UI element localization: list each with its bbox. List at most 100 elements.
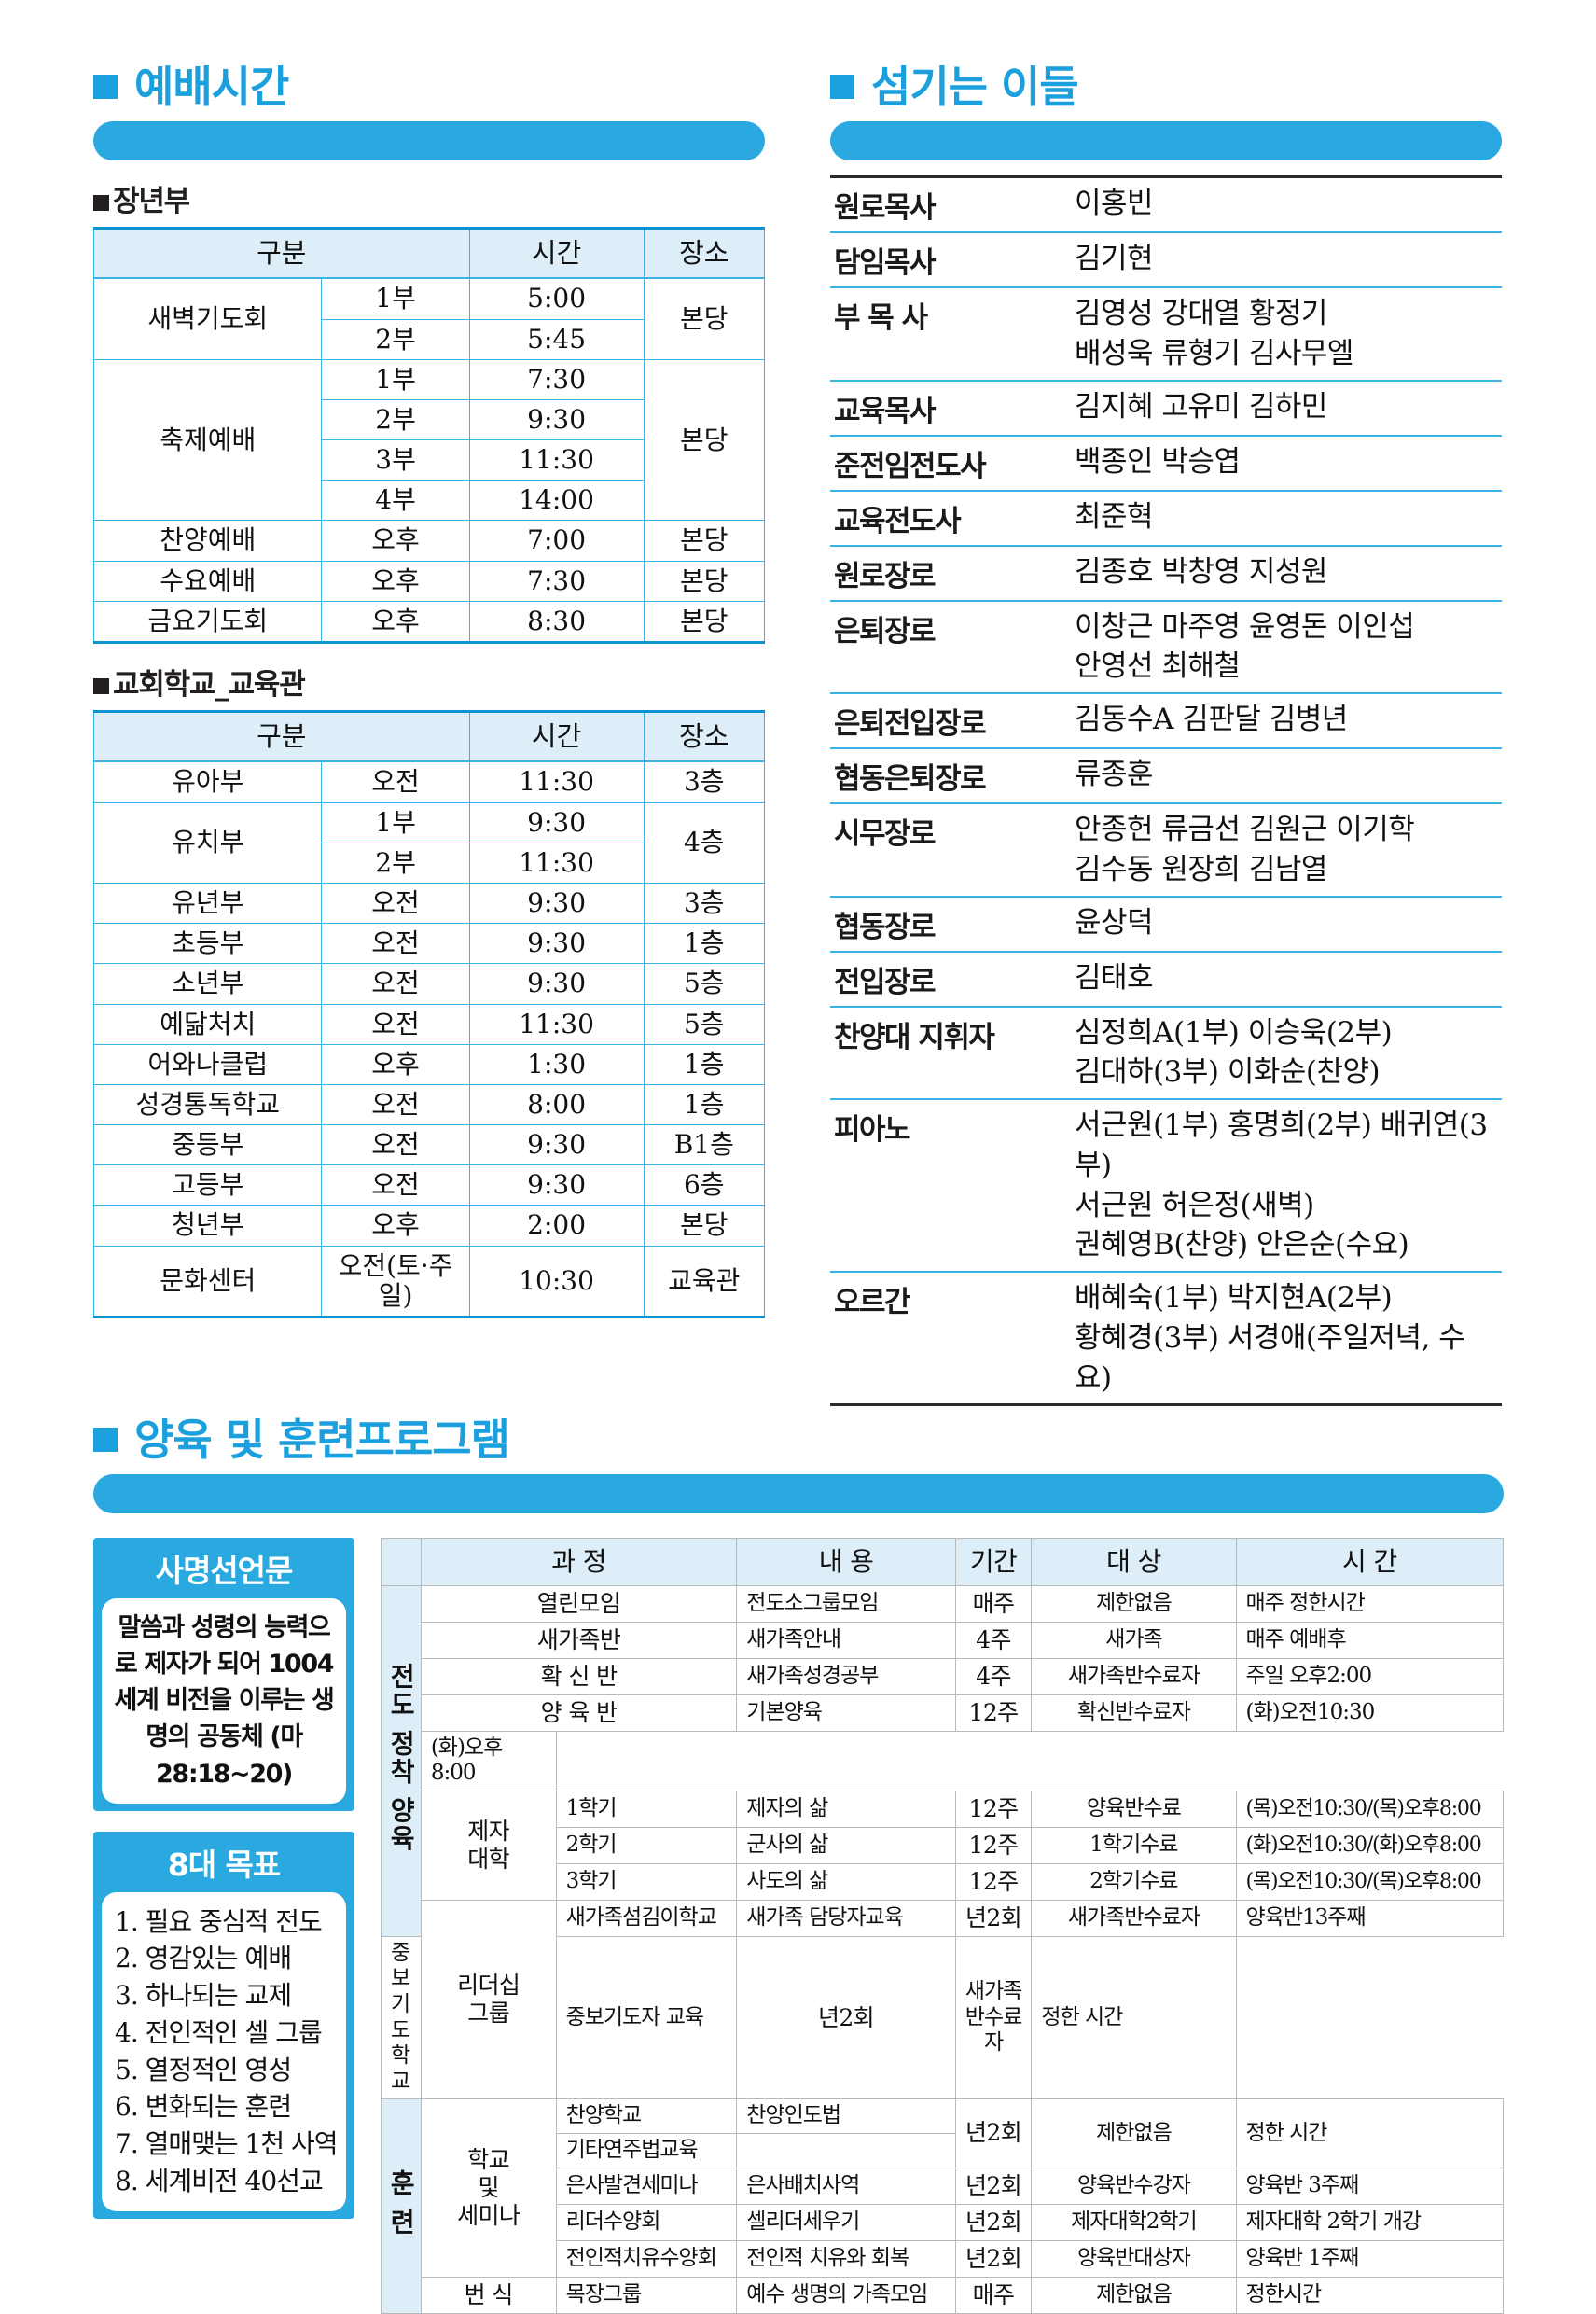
program-subcourse: 찬양학교 (555, 2098, 738, 2134)
program-time: 양육반13주째 (1235, 1899, 1505, 1937)
schedule-part: 오후 (321, 560, 470, 602)
staff-name-line: 배성욱 류형기 김사무엘 (1075, 336, 1353, 370)
schedule-part: 4부 (321, 480, 470, 522)
program-course: 확 신 반 (420, 1657, 738, 1695)
column-header-course: 과 정 (420, 1538, 738, 1586)
staff-row: 은퇴전입장로 김동수A 김판달 김병년 (830, 693, 1502, 750)
schedule-time: 11:30 (468, 760, 645, 803)
program-period: 매주 (954, 2276, 1033, 2314)
staff-role: 피아노 (830, 1099, 1071, 1274)
schedule-place: 3층 (643, 882, 766, 925)
staff-name-line: 윤상덕 (1075, 905, 1154, 940)
staff-role: 시무장로 (830, 803, 1071, 898)
program-content: 제자의 삶 (736, 1790, 956, 1828)
goal-item: 2. 영감있는 예배 (115, 1943, 292, 1974)
program-time: 매주 예배후 (1235, 1621, 1505, 1659)
school-subheading: 교회학교_교육관 (93, 661, 765, 703)
program-time: 정한시간 (1235, 2276, 1505, 2314)
schedule-time: 9:30 (468, 882, 645, 925)
schedule-name: 새벽기도회 (92, 277, 323, 360)
column-header-category: 구분 (93, 710, 470, 763)
staff-name-line: 김대하(3부) 이화순(찬양) (1075, 1055, 1381, 1090)
schedule-place: 본당 (643, 520, 766, 562)
program-accent-bar (93, 1474, 1504, 1513)
program-content: 새가족성경공부 (736, 1657, 956, 1695)
staff-name-line: 김영성 강대열 황정기 (1075, 297, 1327, 330)
table-row: 금요기도회 오후 8:30 본당 (92, 600, 766, 645)
program-course: 새가족반 (420, 1621, 738, 1659)
staff-row: 교육목사 김지혜 고유미 김하민 (830, 380, 1502, 437)
program-period: 매주 (954, 1584, 1033, 1623)
schedule-part: 3부 (321, 439, 470, 481)
program-target: 양육반대상자 (1031, 2239, 1237, 2278)
schedule-place: 5층 (643, 1003, 766, 1045)
staff-name-line: 서근원 허은정(새벽) (1075, 1188, 1314, 1222)
schedule-time: 9:30 (468, 963, 645, 1005)
staff-names: 백종인 박승엽 (1071, 435, 1502, 492)
table-row: 초등부 오전 9:30 1층 (92, 923, 766, 965)
goal-item: 8. 세계비전 40선교 (115, 2165, 324, 2196)
column-header-target: 대 상 (1031, 1538, 1237, 1586)
program-period: 4주 (954, 1657, 1033, 1695)
column-header-time: 시간 (468, 710, 645, 763)
table-row: 4부 14:00 (94, 480, 765, 522)
table-row: 고등부 오전 9:30 6층 (92, 1164, 766, 1206)
column-header-category: 구분 (93, 227, 470, 280)
schedule-place: B1층 (643, 1124, 766, 1166)
program-content: 셀리더세우기 (736, 2203, 956, 2241)
worship-accent-bar (93, 121, 765, 160)
staff-name-line: 김동수A 김판달 김병년 (1075, 703, 1348, 737)
goal-item: 7. 열매맺는 1천 사역 (115, 2128, 339, 2160)
staff-row: 원로목사 이홍빈 (830, 175, 1502, 233)
worship-section-title: 예배시간 (134, 62, 289, 112)
program-target: 제한없음 (1031, 2098, 1237, 2168)
schedule-part: 오전 (321, 1003, 470, 1045)
staff-names: 김동수A 김판달 김병년 (1071, 693, 1502, 750)
staff-row: 준전임전도사 백종인 박승엽 (830, 435, 1502, 492)
table-row: 새벽기도회 1부 5:00 본당 (92, 277, 766, 360)
table-row: 문화센터 오전(토·주일) 10:30 교육관 (92, 1245, 766, 1319)
program-course: 학교 및 세미나 (420, 2098, 557, 2278)
staff-name-line: 이홍빈 (1075, 187, 1154, 220)
staff-role: 교육목사 (830, 380, 1071, 437)
program-period: 4주 (954, 1621, 1033, 1659)
program-target: 제한없음 (1031, 2276, 1237, 2314)
staff-role: 준전임전도사 (830, 435, 1071, 492)
column-header-place: 장소 (643, 710, 766, 763)
program-course: 번 식 (420, 2276, 557, 2314)
schedule-place: 1층 (643, 1043, 766, 1085)
school-subheading-label: 교회학교_교육관 (113, 668, 306, 703)
column-header-time: 시간 (468, 227, 645, 280)
program-row: 2학기 군사의 삶 12주 1학기수료 (화)오전10:30/(화)오후8:00 (382, 1826, 1505, 1864)
schedule-time: 9:30 (468, 1124, 645, 1166)
program-target: 1학기수료 (1031, 1826, 1237, 1864)
staff-names: 안종헌 류금선 김원근 이기학 김수동 원장희 김남열 (1071, 803, 1502, 898)
program-time: (화)오전10:30/(화)오후8:00 (1235, 1826, 1505, 1864)
schedule-part: 1부 (321, 802, 470, 843)
schedule-place: 6층 (643, 1164, 766, 1206)
schedule-part: 1부 (321, 358, 470, 400)
small-square-icon (93, 678, 109, 695)
worship-section-header: 예배시간 (93, 65, 765, 108)
schedule-time: 7:30 (468, 358, 645, 400)
schedule-time: 8:00 (468, 1083, 645, 1126)
staff-name-line: 안영선 최해철 (1075, 649, 1241, 684)
school-table-header-row: 구분 시간 장소 (93, 710, 766, 763)
staff-role: 오르간 (830, 1272, 1071, 1407)
staff-section-title: 섬기는 이들 (871, 62, 1079, 112)
program-target: 확신반수료자 (1031, 1694, 1237, 1732)
schedule-name: 찬양예배 (92, 520, 323, 562)
staff-name-line: 최준혁 (1075, 499, 1154, 534)
program-subcourse: 2학기 (555, 1826, 738, 1864)
staff-names: 김태호 (1071, 951, 1502, 1008)
program-target: 2학기수료 (1031, 1862, 1237, 1901)
program-content: 전인적 치유와 회복 (736, 2239, 956, 2278)
schedule-time: 9:30 (468, 398, 645, 441)
program-period: 12주 (954, 1694, 1033, 1732)
schedule-part: 오전 (321, 1083, 470, 1126)
schedule-name: 유년부 (92, 882, 323, 925)
schedule-time: 8:30 (468, 600, 645, 645)
schedule-time: 11:30 (468, 842, 645, 884)
program-group-label: 훈 련 (381, 2098, 422, 2314)
